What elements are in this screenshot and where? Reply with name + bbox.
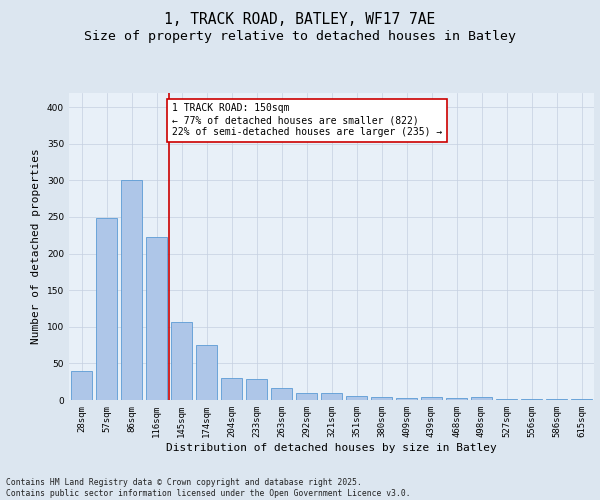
Bar	[346, 396, 367, 400]
Bar	[296, 392, 317, 400]
Bar	[196, 345, 217, 400]
Bar	[471, 397, 492, 400]
Bar	[221, 378, 242, 400]
Bar	[496, 398, 517, 400]
Bar	[121, 180, 142, 400]
Text: 1, TRACK ROAD, BATLEY, WF17 7AE: 1, TRACK ROAD, BATLEY, WF17 7AE	[164, 12, 436, 28]
X-axis label: Distribution of detached houses by size in Batley: Distribution of detached houses by size …	[166, 442, 497, 452]
Bar	[71, 370, 92, 400]
Bar	[421, 397, 442, 400]
Bar	[146, 238, 167, 400]
Text: Contains HM Land Registry data © Crown copyright and database right 2025.
Contai: Contains HM Land Registry data © Crown c…	[6, 478, 410, 498]
Text: Size of property relative to detached houses in Batley: Size of property relative to detached ho…	[84, 30, 516, 43]
Bar	[371, 397, 392, 400]
Bar	[246, 379, 267, 400]
Bar	[321, 394, 342, 400]
Text: 1 TRACK ROAD: 150sqm
← 77% of detached houses are smaller (822)
22% of semi-deta: 1 TRACK ROAD: 150sqm ← 77% of detached h…	[172, 104, 442, 136]
Y-axis label: Number of detached properties: Number of detached properties	[31, 148, 41, 344]
Bar	[396, 398, 417, 400]
Bar	[271, 388, 292, 400]
Bar	[571, 398, 592, 400]
Bar	[96, 218, 117, 400]
Bar	[446, 398, 467, 400]
Bar	[171, 322, 192, 400]
